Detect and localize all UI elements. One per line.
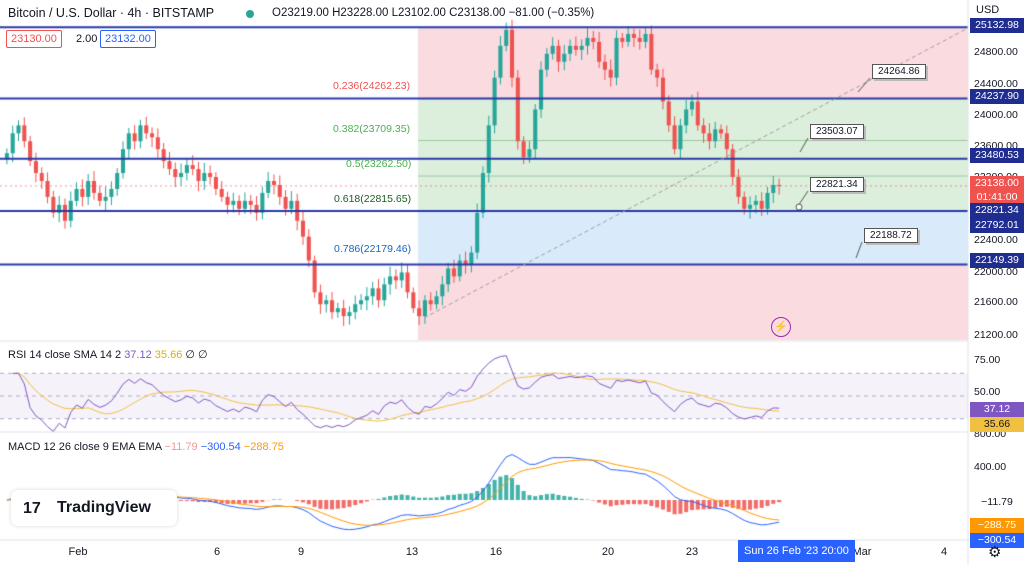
rsi-sma-value: 35.66 <box>154 349 183 361</box>
tag-22792: 22792.01 <box>970 218 1024 233</box>
macd-value-tag: −300.54 <box>970 533 1024 548</box>
macd-hist-value: −11.79 <box>164 441 198 453</box>
price-axis-label: 24800.00 <box>974 46 1018 58</box>
tag-23480: 23480.53 <box>970 148 1024 163</box>
macd-signal-value: −288.75 <box>243 441 284 453</box>
spread-value: 2.00 <box>72 31 102 47</box>
tag-last: 23138.00 <box>970 176 1024 191</box>
tag-22149: 22149.39 <box>970 253 1024 268</box>
time-axis-label: 4 <box>940 546 948 558</box>
flash-icon[interactable]: ⚡ <box>771 317 791 337</box>
time-axis-label: Feb <box>68 546 88 558</box>
time-axis-label: 16 <box>489 546 503 558</box>
buy-quote-button[interactable]: 23132.00 <box>100 30 156 48</box>
symbol-title[interactable]: Bitcoin / U.S. Dollar · 4h · BITSTAMP <box>8 6 215 20</box>
time-axis-label: 23 <box>685 546 699 558</box>
currency-selector[interactable]: USD <box>976 4 1000 16</box>
rsi-legend[interactable]: RSI 14 close SMA 14 2 37.12 35.66 ∅ ∅ <box>8 348 208 361</box>
macd-value: −300.54 <box>200 441 241 453</box>
callout-22821[interactable]: 22821.34 <box>810 177 864 192</box>
macd-title: MACD 12 26 close 9 EMA EMA <box>8 441 162 453</box>
rsi-value: 37.12 <box>124 349 152 361</box>
price-axis-label: 24400.00 <box>974 78 1018 90</box>
tag-countdown: 01:41:00 <box>970 190 1024 205</box>
fib-0786-label: 0.786(22179.46) <box>334 243 412 255</box>
gear-icon[interactable]: ⚙ <box>988 544 1002 561</box>
market-open-indicator <box>246 10 254 18</box>
rsi-value-tag: 37.12 <box>970 402 1024 417</box>
rsi-axis-75: 75.00 <box>974 354 1001 366</box>
macd-hist-tag: −11.79 <box>970 495 1024 510</box>
price-axis-label: 22400.00 <box>974 234 1018 246</box>
tradingview-logo-icon: 17 <box>23 500 41 517</box>
callout-23503[interactable]: 23503.07 <box>810 124 864 139</box>
cursor-time-badge: Sun 26 Feb '23 20:00 <box>738 540 855 562</box>
callout-22188[interactable]: 22188.72 <box>864 228 918 243</box>
rsi-title: RSI 14 close SMA 14 2 <box>8 349 122 361</box>
fib-05-label: 0.5(23262.50) <box>346 158 412 170</box>
rsi-extra: ∅ ∅ <box>185 349 208 361</box>
time-axis-label: 9 <box>297 546 305 558</box>
tag-24237: 24237.90 <box>970 89 1024 104</box>
macd-legend[interactable]: MACD 12 26 close 9 EMA EMA −11.79 −300.5… <box>8 441 284 453</box>
fib-0236-label: 0.236(24262.23) <box>333 80 411 92</box>
macd-axis-400: 400.00 <box>974 461 1007 473</box>
rsi-axis-50: 50.00 <box>974 386 1001 398</box>
time-axis-label: 20 <box>601 546 615 558</box>
price-axis-label: 21600.00 <box>974 296 1018 308</box>
chart-header: Bitcoin / U.S. Dollar · 4h · BITSTAMP O2… <box>0 0 968 28</box>
time-axis-label: Mar <box>852 546 872 558</box>
sell-quote-button[interactable]: 23130.00 <box>6 30 62 48</box>
tag-22821: 22821.34 <box>970 203 1024 218</box>
fib-0382-label: 0.382(23709.35) <box>333 123 411 135</box>
fib-0618-label: 0.618(22815.65) <box>334 193 412 205</box>
tradingview-logo-text: TradingView <box>57 499 151 516</box>
ohlc-readout: O23219.00 H23228.00 L23102.00 C23138.00 … <box>272 7 595 19</box>
rsi-sma-tag: 35.66 <box>970 417 1024 432</box>
callout-24264[interactable]: 24264.86 <box>872 64 926 79</box>
tradingview-logo[interactable]: 17 TradingView <box>11 490 177 526</box>
price-axis-label: 22000.00 <box>974 266 1018 278</box>
time-axis-label: 6 <box>213 546 221 558</box>
price-axis-label: 24000.00 <box>974 109 1018 121</box>
tag-25132: 25132.98 <box>970 18 1024 33</box>
price-axis-label: 21200.00 <box>974 329 1018 341</box>
macd-signal-tag: −288.75 <box>970 518 1024 533</box>
time-axis-label: 13 <box>405 546 419 558</box>
